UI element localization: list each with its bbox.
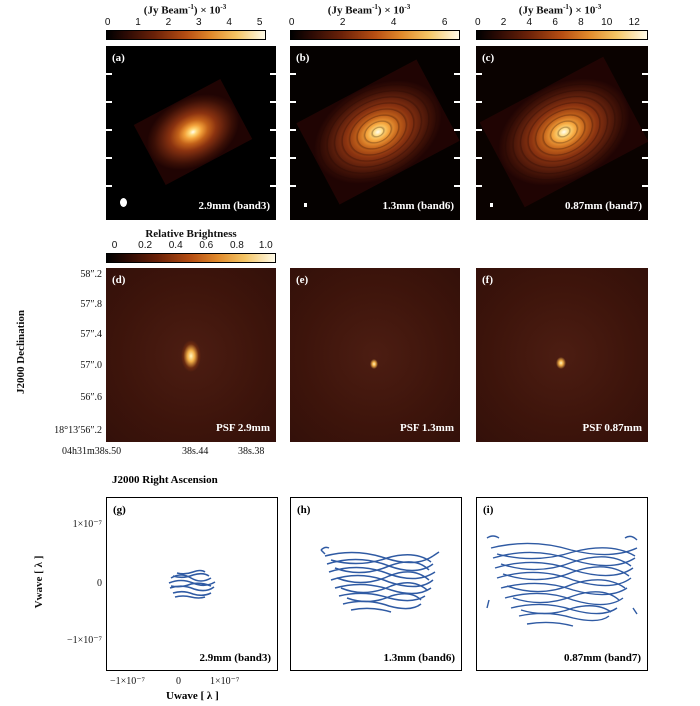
panel-letter: (f) (482, 274, 493, 286)
ra-tick: 04h31m38s.50 (62, 446, 122, 457)
beam-ellipse (304, 203, 307, 207)
v-tick: 1×10⁻⁷ (72, 519, 102, 530)
panel-label: 2.9mm (band3) (198, 200, 270, 212)
colorbar-c-title: (Jy Beam-1) × 10-3 (518, 3, 602, 17)
panel-label: PSF 0.87mm (582, 422, 642, 434)
u-tick: 1×10⁻⁷ (210, 676, 240, 687)
dec-tick: 18°13′56″.2 (54, 425, 102, 436)
panel-letter: (b) (296, 52, 310, 64)
panel-h-uv: (h) 1.3mm (band6) (290, 497, 462, 671)
panel-label: 1.3mm (band6) (382, 200, 454, 212)
u-tick: 0 (176, 676, 181, 687)
colorbar-c-ticks: 0 2 4 6 8 10 12 (474, 17, 640, 28)
panel-g-uv: (g) 2.9mm (band3) (106, 497, 278, 671)
panel-label: 0.87mm (band7) (564, 200, 642, 212)
colorbar-b (290, 30, 460, 40)
uv-plot (486, 535, 638, 627)
ra-tick: 38s.44 (182, 446, 209, 457)
v-axis-label: Vwave [ λ ] (33, 555, 45, 609)
uv-plot (320, 546, 440, 613)
dec-tick: 57″.4 (80, 329, 102, 340)
psf-colorbar (106, 253, 276, 263)
panel-letter: (c) (482, 52, 495, 64)
colorbar-a (106, 30, 266, 40)
panel-d-psf: (d) PSF 2.9mm (106, 268, 276, 442)
panel-label: PSF 1.3mm (400, 422, 454, 434)
dec-tick: 56″.6 (80, 392, 102, 403)
u-axis-label: Uwave [ λ ] (166, 690, 219, 702)
panel-i-uv: (i) 0.87mm (band7) (476, 497, 648, 671)
panel-letter: (g) (113, 504, 126, 516)
ra-tick: 38s.38 (238, 446, 265, 457)
panel-label: 1.3mm (band6) (383, 652, 455, 664)
panel-letter: (i) (483, 504, 494, 516)
psf-peak (181, 340, 201, 372)
psf-colorbar-title: Relative Brightness (145, 228, 237, 240)
panel-letter: (d) (112, 274, 126, 286)
colorbar-b-ticks: 0 2 4 6 (288, 17, 448, 28)
uv-plot (168, 569, 216, 599)
panel-label: 2.9mm (band3) (199, 652, 271, 664)
u-tick: −1×10⁻⁷ (110, 676, 146, 687)
panel-c-band7: (c) 0.87mm (band7) (476, 46, 648, 220)
colorbar-a-title: (Jy Beam-1) × 10-3 (143, 3, 227, 17)
dec-axis-label: J2000 Declination (15, 309, 27, 395)
dec-tick: 57″.8 (80, 299, 102, 310)
panel-a-band3: (a) 2.9mm (band3) (106, 46, 276, 220)
panel-e-psf: (e) PSF 1.3mm (290, 268, 460, 442)
beam-ellipse (490, 203, 493, 207)
panel-f-psf: (f) PSF 0.87mm (476, 268, 648, 442)
dec-tick: 57″.0 (80, 360, 102, 371)
panel-letter: (h) (297, 504, 311, 516)
colorbar-c (476, 30, 648, 40)
panel-label: PSF 2.9mm (216, 422, 270, 434)
psf-colorbar-ticks: 0 0.2 0.4 0.6 0.8 1.0 (111, 240, 273, 251)
colorbar-a-ticks: 0 1 2 3 4 5 (104, 17, 263, 28)
colorbar-b-title: (Jy Beam-1) × 10-3 (327, 3, 411, 17)
ra-axis-label: J2000 Right Ascension (112, 474, 218, 486)
panel-b-band6: (b) 1.3mm (band6) (290, 46, 460, 220)
psf-peak (370, 359, 378, 369)
beam-ellipse (120, 198, 127, 207)
dec-tick: 58″.2 (80, 269, 102, 280)
panel-label: 0.87mm (band7) (563, 652, 641, 664)
v-tick: 0 (97, 578, 102, 589)
panel-letter: (e) (296, 274, 309, 286)
psf-peak (556, 357, 566, 369)
v-tick: −1×10⁻⁷ (66, 635, 102, 646)
panel-letter: (a) (112, 52, 125, 64)
